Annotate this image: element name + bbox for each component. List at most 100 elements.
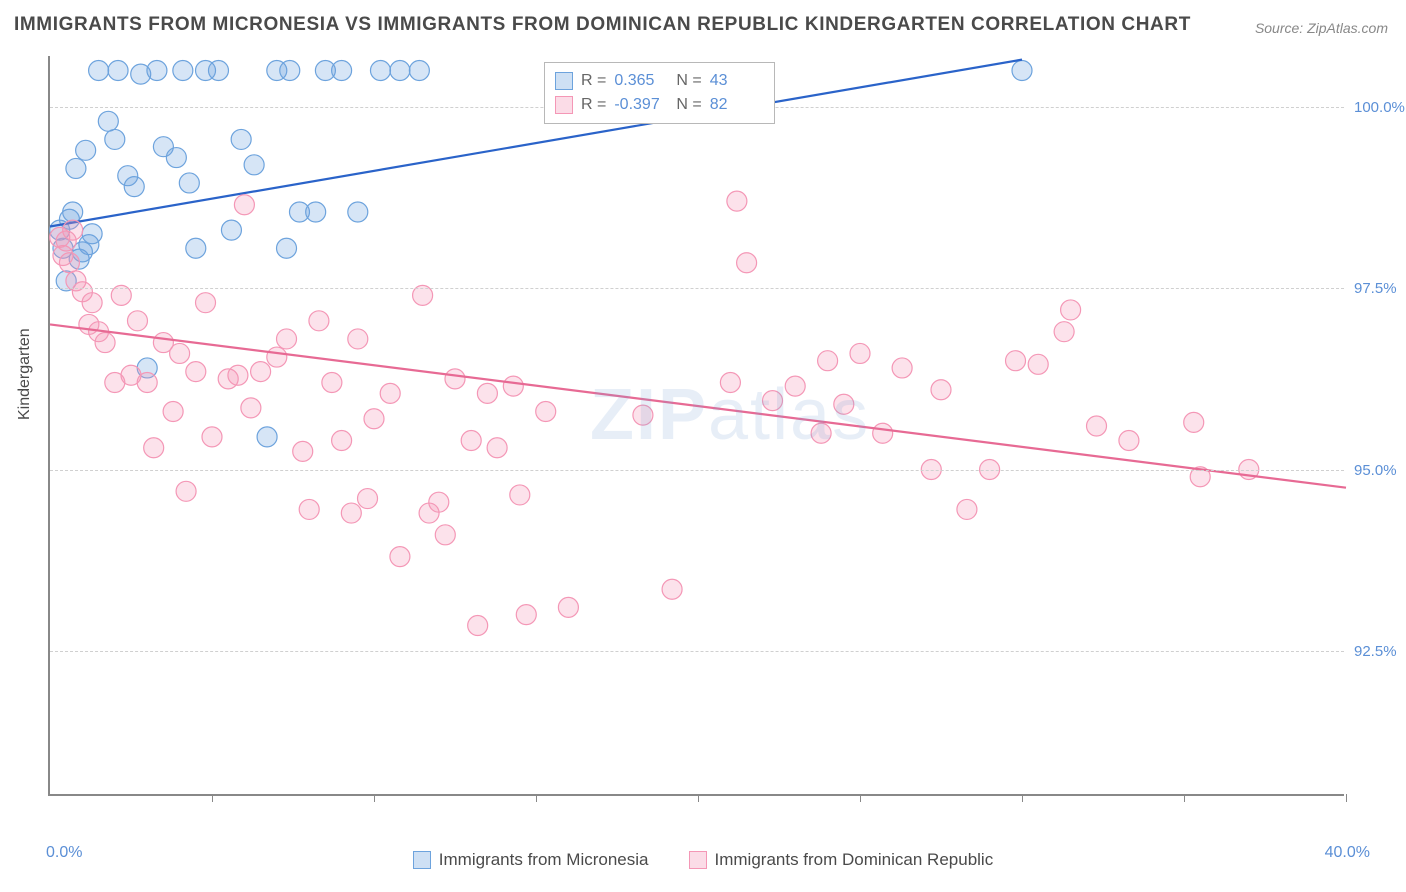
- r-value: -0.397: [614, 96, 668, 114]
- data-point: [163, 401, 183, 421]
- data-point: [818, 351, 838, 371]
- data-point: [850, 343, 870, 363]
- n-value: 82: [710, 96, 764, 114]
- data-point: [147, 61, 167, 81]
- data-point: [137, 372, 157, 392]
- r-label: R =: [581, 96, 606, 114]
- data-point: [241, 398, 261, 418]
- legend-item: Immigrants from Dominican Republic: [689, 850, 994, 870]
- data-point: [179, 173, 199, 193]
- y-tick-label: 97.5%: [1354, 280, 1397, 297]
- plot-area: ZIPatlas: [48, 56, 1344, 796]
- y-tick-label: 95.0%: [1354, 462, 1397, 479]
- data-point: [662, 579, 682, 599]
- data-point: [144, 438, 164, 458]
- data-point: [503, 376, 523, 396]
- data-point: [1087, 416, 1107, 436]
- data-point: [108, 61, 128, 81]
- x-tick: [536, 794, 537, 802]
- data-point: [196, 293, 216, 313]
- data-point: [785, 376, 805, 396]
- x-tick: [860, 794, 861, 802]
- data-point: [364, 409, 384, 429]
- data-point: [487, 438, 507, 458]
- data-point: [1012, 61, 1032, 81]
- data-point: [409, 61, 429, 81]
- y-tick-label: 92.5%: [1354, 643, 1397, 660]
- data-point: [82, 293, 102, 313]
- data-point: [299, 499, 319, 519]
- x-tick: [212, 794, 213, 802]
- data-point: [390, 61, 410, 81]
- data-point: [1006, 351, 1026, 371]
- data-point: [186, 362, 206, 382]
- data-point: [59, 253, 79, 273]
- x-tick: [1346, 794, 1347, 802]
- gridline: [50, 288, 1344, 289]
- data-point: [468, 616, 488, 636]
- series-legend: Immigrants from Micronesia Immigrants fro…: [0, 850, 1406, 870]
- data-point: [202, 427, 222, 447]
- data-point: [390, 547, 410, 567]
- data-point: [510, 485, 530, 505]
- data-point: [633, 405, 653, 425]
- data-point: [1184, 412, 1204, 432]
- data-point: [234, 195, 254, 215]
- data-point: [170, 343, 190, 363]
- data-point: [370, 61, 390, 81]
- legend-swatch: [413, 851, 431, 869]
- x-tick: [1022, 794, 1023, 802]
- data-point: [98, 111, 118, 131]
- y-tick-label: 100.0%: [1354, 99, 1405, 116]
- data-point: [957, 499, 977, 519]
- data-point: [834, 394, 854, 414]
- legend-swatch: [555, 72, 573, 90]
- data-point: [228, 365, 248, 385]
- data-point: [63, 220, 83, 240]
- legend-label: Immigrants from Micronesia: [439, 850, 649, 870]
- data-point: [892, 358, 912, 378]
- n-label: N =: [676, 72, 701, 90]
- source-attribution: Source: ZipAtlas.com: [1255, 20, 1388, 36]
- data-point: [63, 202, 83, 222]
- gridline: [50, 651, 1344, 652]
- data-point: [221, 220, 241, 240]
- data-point: [186, 238, 206, 258]
- y-axis-label: Kindergarten: [16, 328, 34, 420]
- data-point: [257, 427, 277, 447]
- data-point: [358, 489, 378, 509]
- data-point: [231, 129, 251, 149]
- data-point: [445, 369, 465, 389]
- data-point: [763, 391, 783, 411]
- data-point: [435, 525, 455, 545]
- data-point: [208, 61, 228, 81]
- correlation-row: R =0.365N =43: [555, 69, 764, 93]
- data-point: [1028, 354, 1048, 374]
- legend-item: Immigrants from Micronesia: [413, 850, 649, 870]
- n-label: N =: [676, 96, 701, 114]
- gridline: [50, 470, 1344, 471]
- data-point: [244, 155, 264, 175]
- plot-svg: [50, 56, 1344, 794]
- r-value: 0.365: [614, 72, 668, 90]
- legend-label: Immigrants from Dominican Republic: [715, 850, 994, 870]
- legend-swatch: [689, 851, 707, 869]
- data-point: [124, 177, 144, 197]
- data-point: [477, 383, 497, 403]
- data-point: [811, 423, 831, 443]
- data-point: [536, 401, 556, 421]
- data-point: [66, 158, 86, 178]
- data-point: [516, 605, 536, 625]
- data-point: [127, 311, 147, 331]
- data-point: [332, 61, 352, 81]
- chart-title: IMMIGRANTS FROM MICRONESIA VS IMMIGRANTS…: [14, 14, 1191, 36]
- data-point: [931, 380, 951, 400]
- x-tick: [698, 794, 699, 802]
- x-tick: [1184, 794, 1185, 802]
- legend-swatch: [555, 96, 573, 114]
- n-value: 43: [710, 72, 764, 90]
- data-point: [173, 61, 193, 81]
- data-point: [176, 481, 196, 501]
- data-point: [76, 140, 96, 160]
- data-point: [251, 362, 271, 382]
